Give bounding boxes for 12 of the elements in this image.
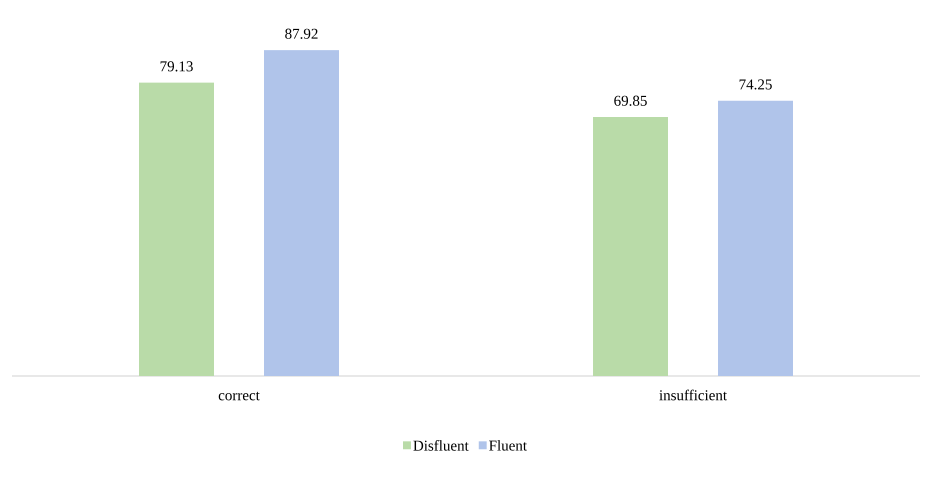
bar <box>264 50 340 376</box>
bar <box>593 117 668 376</box>
data-label: 74.25 <box>740 79 772 90</box>
legend-label: Disfluent <box>413 440 469 451</box>
bar <box>718 100 794 376</box>
data-label: 87.92 <box>285 28 318 39</box>
x-tick-label: insufficient <box>659 390 727 400</box>
x-tick-label: correct <box>218 392 260 400</box>
bar <box>139 82 214 376</box>
data-label: 79.13 <box>160 61 193 72</box>
legend-label: Fluent <box>489 440 527 451</box>
data-label: 69.85 <box>614 96 647 106</box>
